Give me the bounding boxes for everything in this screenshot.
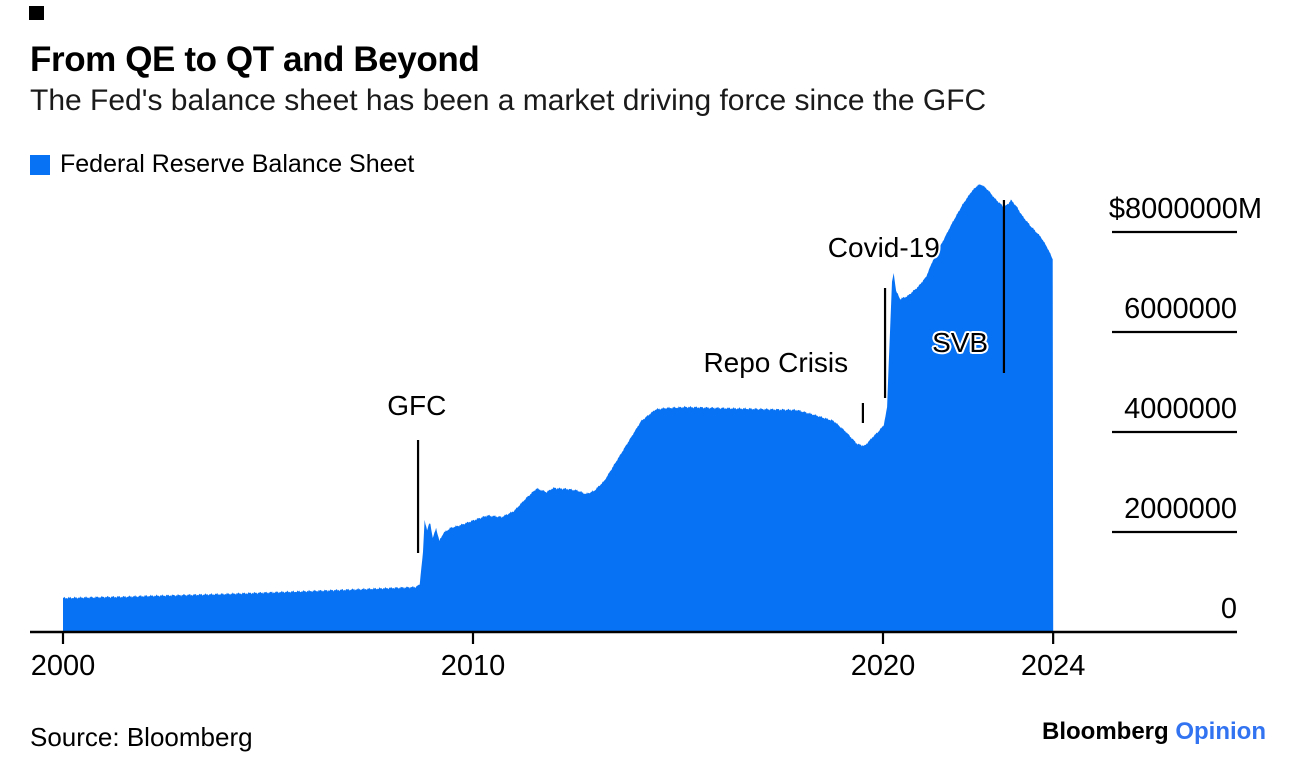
bloomberg-topmark [29,6,44,20]
y-axis-tick-label: 2000000 [1124,493,1237,525]
annotation-label-svb: SVB [932,327,989,358]
logo-opinion: Opinion [1175,718,1266,745]
logo-bloomberg: Bloomberg [1042,718,1169,745]
x-axis-tick-label: 2000 [30,650,96,682]
x-axis-tick-label: 2020 [850,650,916,682]
legend-swatch-icon [30,154,50,175]
bloomberg-opinion-logo: Bloomberg Opinion [1042,718,1266,746]
chart-subtitle: The Fed's balance sheet has been a marke… [30,84,987,117]
y-axis-tick-label: $8000000M [1108,193,1262,225]
annotation-label-covid-19: Covid-19 [827,232,940,263]
legend: Federal Reserve Balance Sheet [30,150,414,179]
chart-title: From QE to QT and Beyond [30,40,480,79]
annotation-label-gfc: GFC [387,390,447,421]
y-axis-tick-label: 4000000 [1124,393,1237,425]
legend-label: Federal Reserve Balance Sheet [60,150,415,178]
annotation-label-repo-crisis: Repo Crisis [703,346,849,378]
y-axis-tick-label: 0 [1220,593,1237,625]
balance-sheet-area [63,184,1054,632]
x-axis-tick-label: 2010 [440,650,506,682]
y-axis-tick-label: 6000000 [1124,293,1237,325]
x-axis-tick-label: 2024 [1020,650,1086,682]
source-note: Source: Bloomberg [30,722,253,752]
